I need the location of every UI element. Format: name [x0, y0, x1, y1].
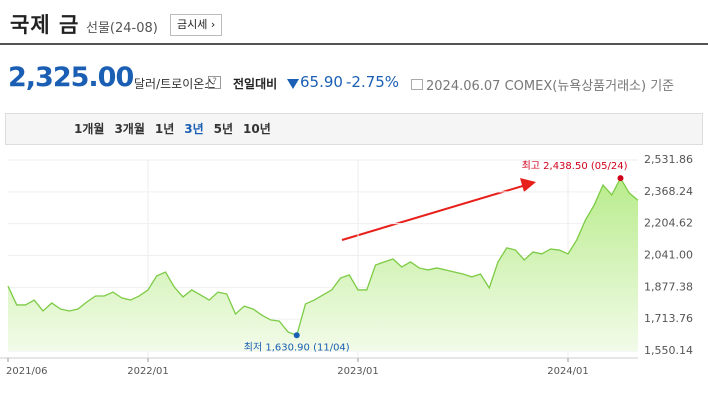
y-tick-label: 2,041.00 — [644, 249, 693, 262]
period-tab[interactable]: 3년 — [184, 122, 204, 136]
x-tick-label: 2022/01 — [127, 366, 169, 377]
y-tick-label: 2,368.24 — [644, 185, 693, 198]
annotation: 최저 1,630.90 (11/04) — [244, 341, 350, 353]
x-tick-label: 2024/01 — [547, 366, 589, 377]
change-rate: -2.75% — [346, 73, 400, 91]
help-icon[interactable]: ? — [208, 76, 221, 89]
area — [8, 178, 638, 351]
price-line — [7, 176, 639, 337]
price-button[interactable]: 금시세 › — [170, 14, 223, 36]
change: 65.90 — [300, 73, 343, 91]
x-tick-label: 2023/01 — [337, 366, 379, 377]
y-tick-label: 1,877.38 — [644, 280, 693, 293]
y-tick-label: 1,713.76 — [644, 312, 693, 325]
date-icon — [411, 79, 423, 90]
period-tab[interactable]: 3개월 — [114, 122, 145, 136]
trend-arrowhead — [520, 178, 536, 192]
source: COMEX(뉴욕상품거래소) 기준 — [504, 79, 675, 94]
extreme-dot — [617, 175, 624, 182]
title: 국제 금 — [10, 13, 80, 37]
period-tab[interactable]: 5년 — [213, 122, 234, 136]
divider — [0, 43, 708, 45]
y-tick-label: 2,531.86 — [644, 153, 693, 166]
subtitle: 선물(24-08) — [86, 21, 158, 36]
period-tab[interactable]: 1년 — [154, 122, 175, 136]
unit: 달러/트로이온스 — [134, 77, 216, 91]
extreme-dot — [293, 332, 300, 339]
price: 2,325.00 — [8, 62, 134, 93]
x-tick-label: 2021/06 — [6, 366, 48, 377]
change-label: 전일대비 — [233, 77, 278, 91]
date-source: 2024.06.07 COMEX(뉴욕상품거래소) 기준 — [426, 75, 674, 94]
y-tick-label: 2,204.62 — [644, 217, 693, 230]
annotation: 최고 2,438.50 (05/24) — [522, 160, 628, 172]
down-arrow — [287, 79, 299, 89]
period-tab[interactable]: 10년 — [243, 122, 271, 136]
date: 2024.06.07 — [426, 79, 501, 94]
period-tab[interactable]: 1개월 — [74, 122, 105, 136]
chart: 2,531.86 2,368.24 2,204.62 2,041.00 1,877.38… — [0, 153, 693, 377]
y-tick-label: 1,550.14 — [644, 344, 693, 357]
period-tabs: 1개월 3개월 1년 3년 5년 10년 — [5, 113, 703, 145]
button-label: 금시세 — [177, 18, 208, 31]
trend-arrow — [341, 184, 527, 241]
button-arrow: › — [210, 18, 216, 31]
